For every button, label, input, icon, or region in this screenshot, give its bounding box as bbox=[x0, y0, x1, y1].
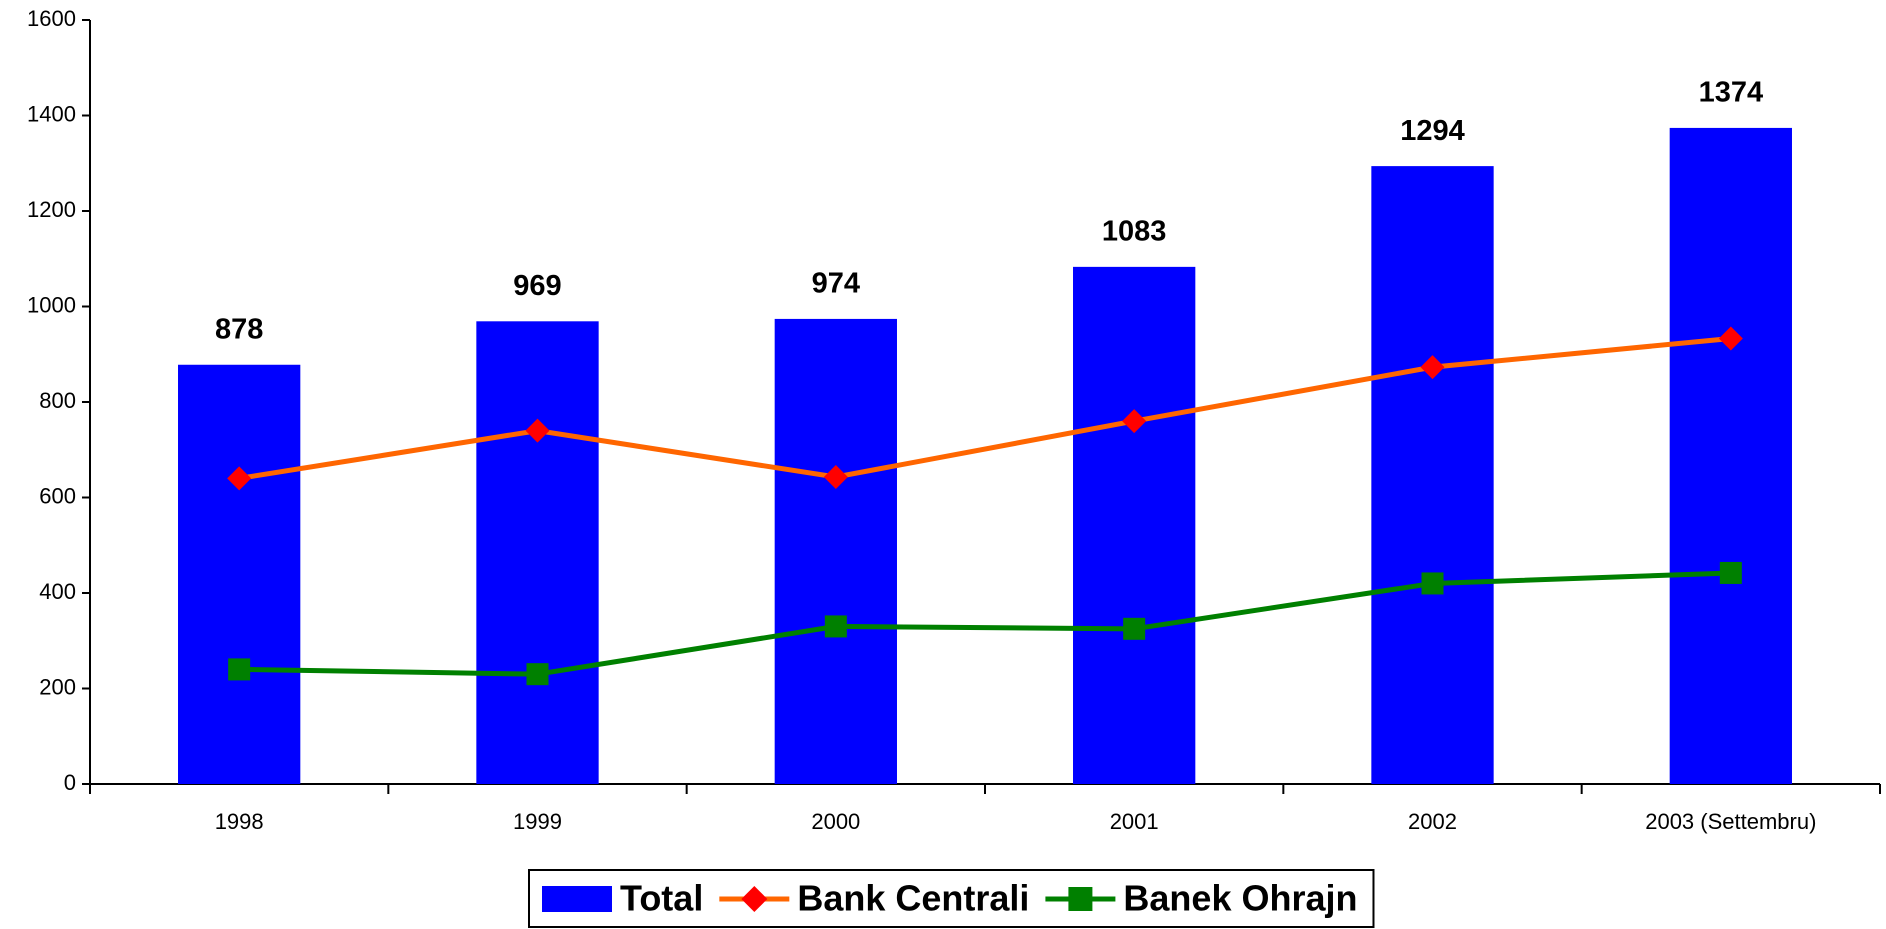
legend: Total Bank Centrali Banek Ohrajn bbox=[528, 869, 1375, 928]
line bbox=[239, 570, 1731, 677]
legend-label: Banek Ohrajn bbox=[1123, 878, 1357, 919]
y-tick-label: 200 bbox=[39, 674, 76, 699]
legend-label: Bank Centrali bbox=[797, 878, 1029, 919]
marker bbox=[1123, 617, 1146, 640]
x-tick-label: 2001 bbox=[1110, 809, 1159, 834]
y-tick-label: 1400 bbox=[27, 101, 76, 126]
line-series bbox=[228, 561, 1742, 686]
marker bbox=[823, 464, 848, 489]
x-tick-label: 2003 (Settembru) bbox=[1645, 809, 1816, 834]
marker bbox=[1718, 326, 1743, 351]
marker bbox=[1122, 409, 1147, 434]
bar bbox=[178, 364, 301, 784]
value-label: 974 bbox=[812, 268, 860, 300]
x-tick-label: 2000 bbox=[811, 809, 860, 834]
legend-swatch bbox=[542, 886, 612, 912]
value-label: 1374 bbox=[1699, 77, 1764, 109]
value-label: 1083 bbox=[1102, 216, 1167, 248]
legend-marker bbox=[1068, 887, 1093, 911]
bar bbox=[1073, 266, 1196, 784]
marker bbox=[525, 418, 550, 443]
y-tick-label: 1200 bbox=[27, 197, 76, 222]
y-tick-label: 800 bbox=[39, 388, 76, 413]
bar bbox=[774, 318, 897, 784]
bar bbox=[476, 321, 599, 784]
x-tick-label: 2002 bbox=[1408, 809, 1457, 834]
value-label: 878 bbox=[215, 313, 263, 345]
legend-label: Total bbox=[620, 878, 703, 919]
bar bbox=[1371, 166, 1494, 785]
marker bbox=[227, 466, 252, 491]
marker bbox=[228, 658, 251, 681]
line-series bbox=[227, 326, 1743, 491]
y-tick-label: 1000 bbox=[27, 292, 76, 317]
marker bbox=[824, 615, 847, 638]
y-tick-label: 600 bbox=[39, 483, 76, 508]
marker bbox=[526, 663, 549, 686]
marker bbox=[1421, 572, 1444, 595]
legend-box bbox=[528, 869, 1375, 928]
y-tick-label: 0 bbox=[64, 770, 76, 795]
marker bbox=[1420, 355, 1445, 380]
line bbox=[238, 336, 1732, 481]
y-tick-label: 400 bbox=[39, 579, 76, 604]
value-label: 969 bbox=[513, 270, 561, 302]
x-tick-label: 1998 bbox=[215, 809, 264, 834]
legend-marker bbox=[741, 886, 768, 912]
y-tick-label: 1600 bbox=[27, 6, 76, 31]
value-label: 1294 bbox=[1400, 115, 1465, 147]
bar bbox=[1669, 127, 1792, 785]
marker bbox=[1719, 561, 1742, 584]
x-tick-label: 1999 bbox=[513, 809, 562, 834]
